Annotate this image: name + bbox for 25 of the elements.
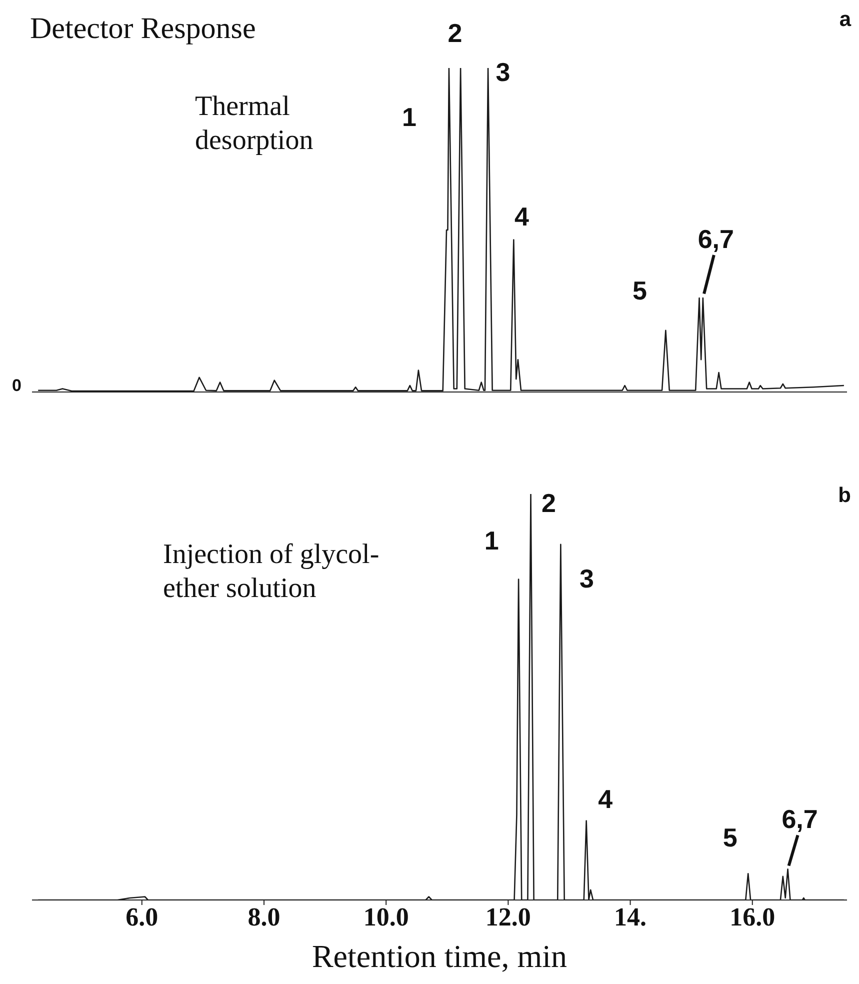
annotation: 3 <box>579 563 594 594</box>
annotation: 4 <box>514 202 530 232</box>
text: 0 <box>12 376 22 396</box>
annotation: 5 <box>632 275 647 306</box>
y-axis-title: Detector Response <box>30 12 256 46</box>
x-axis-title: Retention time, min <box>310 938 568 975</box>
x-tick-label: 8.0 <box>248 902 280 932</box>
annotation: 1 <box>402 102 418 134</box>
x-tick-label: 10.0 <box>363 902 409 932</box>
annotation: 1 <box>484 525 499 556</box>
annotation: 4 <box>598 784 614 814</box>
annotation: 5 <box>722 822 738 853</box>
annotation: Thermal desorption <box>195 90 314 158</box>
annotation: 2 <box>448 18 462 48</box>
annotation: 2 <box>542 488 556 518</box>
x-tick-label: 14. <box>614 902 647 932</box>
annotation: Injection of glycol-ether solution <box>163 538 380 606</box>
chart-title: a <box>839 8 851 32</box>
annotation: 6,7 <box>782 804 818 834</box>
x-tick-label: 12.0 <box>485 902 531 932</box>
x-tick-label: 6.0 <box>126 902 158 932</box>
x-tick-label: 16.0 <box>730 902 776 932</box>
chart-title: b <box>838 484 851 508</box>
annotation: 6,7 <box>698 224 734 254</box>
annotation: 3 <box>496 57 510 87</box>
